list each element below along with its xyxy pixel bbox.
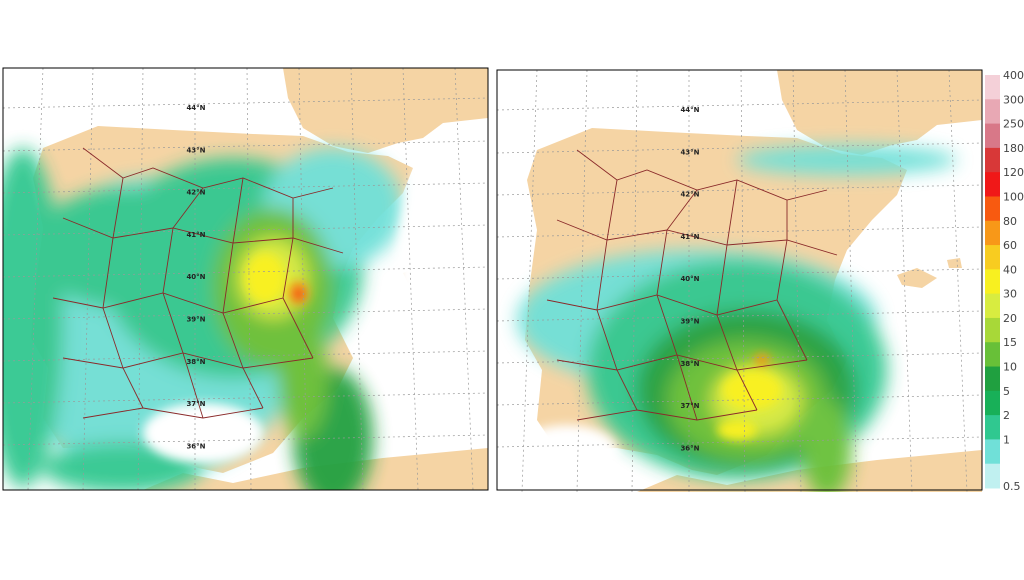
lat-label: 42°N: [680, 191, 699, 199]
lat-label: 44°N: [680, 106, 699, 114]
legend-swatch: [985, 317, 1000, 343]
legend-label: 30: [1003, 288, 1017, 301]
legend-swatch: [985, 147, 1000, 173]
map-frame: [2, 67, 489, 491]
legend-swatch: [985, 390, 1000, 416]
lat-label: 42°N: [186, 189, 205, 197]
legend-label: 250: [1003, 118, 1024, 131]
lat-label: 37°N: [186, 400, 205, 408]
legend-label: 15: [1003, 336, 1017, 349]
map-left: 44°N 43°N 42°N 41°N 40°N 39°N 38°N 37°N 36°N: [2, 67, 489, 491]
legend-swatch: [985, 123, 1000, 149]
legend-label: 60: [1003, 239, 1017, 252]
legend-swatch: [985, 172, 1000, 197]
lat-label: 44°N: [186, 104, 205, 112]
lat-labels: 44°N 43°N 42°N 41°N 40°N 39°N 38°N 37°N 36°N: [186, 104, 205, 450]
legend-label: 80: [1003, 215, 1017, 228]
color-legend: 400 300 250 180 120 100 80 60 40 30 20 15 10 5 2 1 0.5: [985, 69, 1024, 493]
map-frame: [496, 69, 983, 491]
legend-label: 1: [1003, 433, 1010, 446]
legend-label: 120: [1003, 166, 1024, 179]
lat-label: 36°N: [186, 442, 205, 450]
lat-label: 37°N: [680, 402, 699, 410]
legend-label: 5: [1003, 385, 1010, 398]
lat-label: 38°N: [186, 358, 205, 366]
legend-label: 0.5: [1003, 480, 1021, 493]
legend-swatch: [985, 415, 1000, 440]
legend-swatch: [985, 220, 1000, 246]
lat-label: 39°N: [680, 318, 699, 326]
legend-swatch: [985, 342, 1000, 368]
lat-label: 43°N: [680, 148, 699, 156]
lat-label: 40°N: [186, 273, 205, 281]
legend-label: 40: [1003, 263, 1017, 276]
legend-swatch: [985, 293, 1000, 319]
legend-swatch: [985, 463, 1000, 489]
legend-swatch: [985, 99, 1000, 125]
legend-label: 100: [1003, 190, 1024, 203]
legend-label: 180: [1003, 142, 1024, 155]
legend-swatch: [985, 366, 1000, 392]
legend-swatch: [985, 196, 1000, 222]
lat-label: 38°N: [680, 360, 699, 368]
lat-label: 41°N: [680, 233, 699, 241]
lat-label: 41°N: [186, 231, 205, 239]
legend-label: 20: [1003, 312, 1017, 325]
map-right: 44°N 43°N 42°N 41°N 40°N 39°N 38°N 37°N 36°N: [496, 69, 983, 492]
lat-labels: 44°N 43°N 42°N 41°N 40°N 39°N 38°N 37°N 36°N: [680, 106, 699, 452]
legend-swatch: [985, 439, 1000, 465]
lat-label: 39°N: [186, 316, 205, 324]
lat-label: 43°N: [186, 146, 205, 154]
lat-label: 36°N: [680, 444, 699, 452]
legend-label: 2: [1003, 409, 1010, 422]
legend-label: 300: [1003, 93, 1024, 106]
legend-label: 10: [1003, 361, 1017, 374]
lat-label: 40°N: [680, 275, 699, 283]
legend-label: 400: [1003, 69, 1024, 82]
legend-swatch: [985, 269, 1000, 295]
legend-swatch: [985, 245, 1000, 270]
legend-swatch: [985, 75, 1000, 100]
